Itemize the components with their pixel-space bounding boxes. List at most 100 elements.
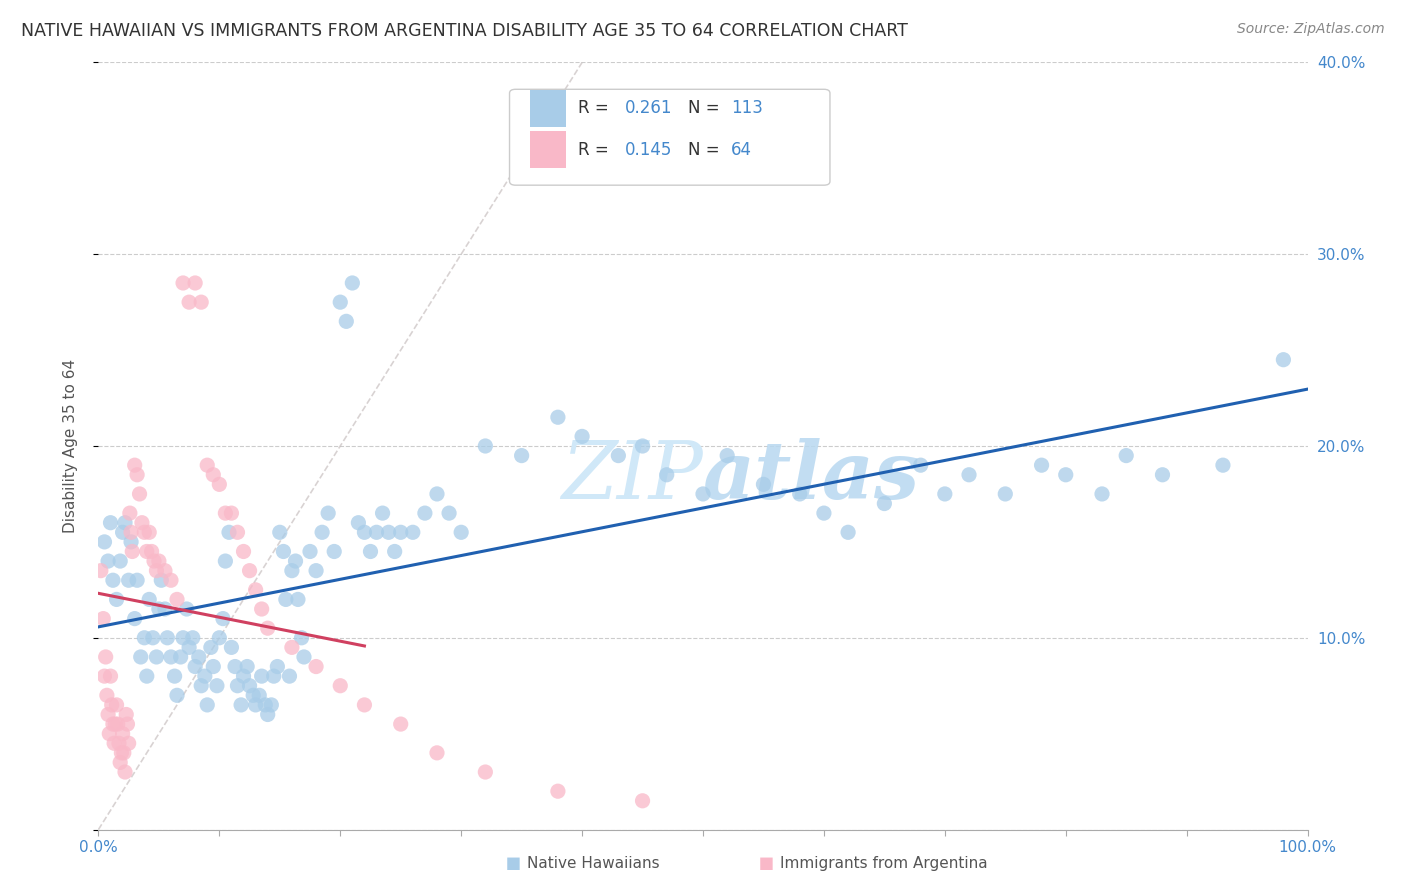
Point: [135, 544, 157, 558]
Point: [179, 640, 201, 655]
Point: [115, 707, 138, 722]
Text: Source: ZipAtlas.com: Source: ZipAtlas.com: [1237, 22, 1385, 37]
Point: [105, 698, 128, 712]
Point: [138, 525, 160, 540]
Point: [1115, 449, 1137, 463]
Point: [117, 717, 139, 731]
Point: [111, 726, 134, 740]
Point: [329, 295, 352, 310]
Point: [360, 544, 382, 558]
Point: [377, 525, 399, 540]
Point: [426, 487, 449, 501]
Point: [108, 756, 131, 770]
Point: [260, 698, 283, 712]
Point: [100, 669, 122, 683]
Point: [1152, 467, 1174, 482]
Point: [226, 525, 249, 540]
Point: [148, 602, 170, 616]
Point: [134, 631, 156, 645]
Point: [716, 449, 738, 463]
Text: NATIVE HAWAIIAN VS IMMIGRANTS FROM ARGENTINA DISABILITY AGE 35 TO 64 CORRELATION: NATIVE HAWAIIAN VS IMMIGRANTS FROM ARGEN…: [21, 22, 908, 40]
Point: [290, 631, 312, 645]
Point: [101, 574, 124, 588]
Point: [266, 659, 288, 673]
Point: [108, 554, 131, 568]
Point: [153, 602, 176, 616]
Point: [114, 516, 136, 530]
Y-axis label: Disability Age 35 to 64: Disability Age 35 to 64: [63, 359, 77, 533]
Point: [143, 554, 166, 568]
Point: [190, 679, 212, 693]
Point: [232, 544, 254, 558]
Point: [571, 429, 593, 443]
Point: [121, 544, 143, 558]
Point: [254, 698, 277, 712]
Point: [281, 564, 304, 578]
Point: [250, 669, 273, 683]
Point: [1031, 458, 1053, 473]
Point: [118, 574, 141, 588]
Text: N =: N =: [689, 99, 725, 117]
Point: [305, 564, 328, 578]
Point: [98, 726, 121, 740]
Point: [190, 295, 212, 310]
Point: [93, 535, 115, 549]
Point: [813, 506, 835, 520]
Point: [101, 717, 124, 731]
Point: [631, 794, 654, 808]
Point: [205, 679, 228, 693]
Point: [90, 564, 112, 578]
Point: [141, 544, 163, 558]
Point: [148, 554, 170, 568]
Point: [347, 516, 370, 530]
Point: [93, 669, 115, 683]
Point: [221, 640, 243, 655]
Point: [284, 554, 307, 568]
Point: [100, 698, 122, 712]
Point: [1091, 487, 1114, 501]
Point: [245, 698, 267, 712]
Point: [426, 746, 449, 760]
Point: [292, 649, 315, 664]
Text: R =: R =: [578, 141, 614, 159]
Point: [150, 574, 173, 588]
Point: [97, 707, 120, 722]
Point: [232, 669, 254, 683]
Point: [94, 649, 117, 664]
Point: [256, 621, 278, 635]
Point: [256, 707, 278, 722]
Point: [342, 276, 364, 290]
Point: [184, 659, 207, 673]
Point: [474, 765, 496, 780]
Point: [169, 649, 191, 664]
Point: [104, 717, 127, 731]
Point: [200, 640, 222, 655]
Point: [184, 276, 207, 290]
Point: [163, 669, 186, 683]
Point: [316, 506, 339, 520]
Point: [127, 574, 149, 588]
Point: [160, 649, 183, 664]
Point: [124, 458, 146, 473]
Point: [129, 649, 152, 664]
Point: [120, 525, 142, 540]
Point: [1272, 352, 1295, 367]
Point: [250, 602, 273, 616]
Point: [329, 679, 352, 693]
Point: [218, 525, 240, 540]
Point: [547, 784, 569, 798]
Point: [114, 765, 136, 780]
Point: [208, 477, 231, 491]
Point: [1054, 467, 1077, 482]
Point: [91, 612, 114, 626]
Point: [112, 746, 135, 760]
Point: [172, 276, 194, 290]
Point: [389, 717, 412, 731]
Point: [269, 525, 291, 540]
Point: [160, 574, 183, 588]
Point: [305, 659, 328, 673]
Point: [389, 525, 412, 540]
Point: [353, 525, 375, 540]
Point: [323, 544, 346, 558]
Point: [273, 544, 295, 558]
